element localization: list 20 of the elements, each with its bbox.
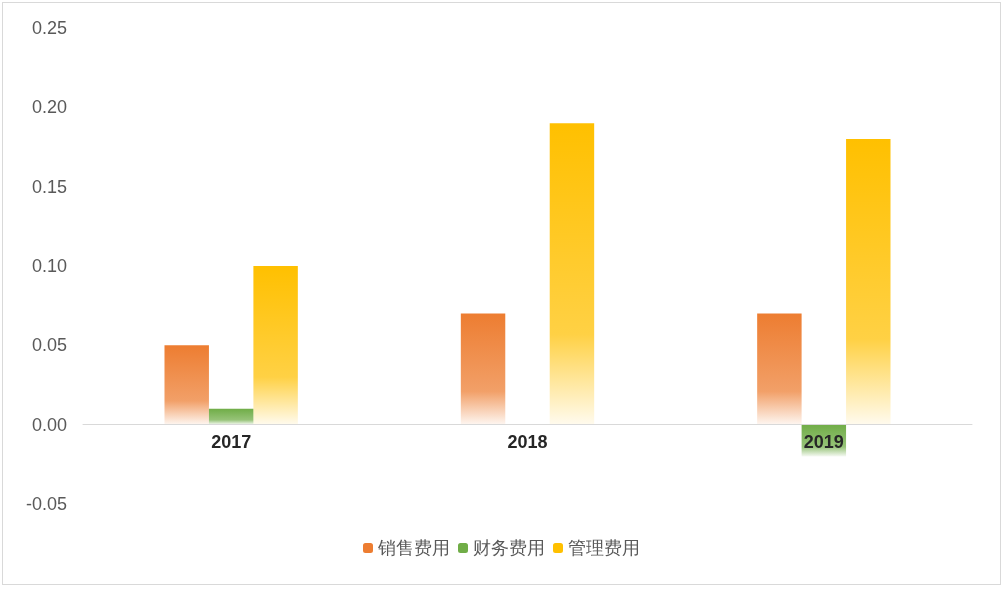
bar: [253, 266, 298, 425]
legend-label: 销售费用: [377, 538, 450, 558]
y-tick-label: 0.20: [31, 97, 67, 118]
y-tick-label: 0.25: [31, 18, 67, 38]
x-tick-label: 2017: [211, 431, 252, 452]
bar: [549, 123, 595, 425]
bar: [757, 313, 802, 425]
y-tick-label: 0.10: [31, 256, 67, 276]
bar: [460, 313, 506, 425]
bar: [208, 408, 254, 425]
bar: [164, 345, 209, 425]
x-tick-label: 2019: [803, 431, 844, 452]
y-tick-label: 0.00: [31, 414, 67, 435]
legend-label: 财务费用: [473, 538, 545, 558]
y-tick-label: -0.05: [25, 494, 67, 514]
y-tick-label: 0.15: [31, 176, 67, 197]
x-tick-label: 2018: [507, 431, 548, 452]
bar: [846, 139, 891, 425]
legend-label: 管理费用: [568, 538, 640, 558]
y-tick-label: 0.05: [31, 335, 67, 356]
